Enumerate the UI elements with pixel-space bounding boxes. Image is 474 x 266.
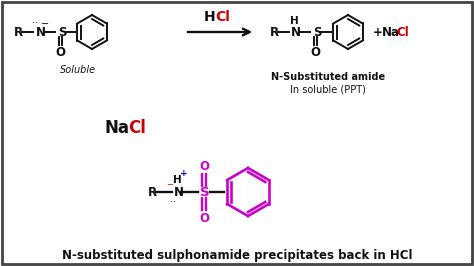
Text: O: O [310, 45, 320, 59]
Text: S: S [313, 26, 321, 39]
Text: Cl: Cl [128, 119, 146, 137]
Text: N-substituted sulphonamide precipitates back in HCl: N-substituted sulphonamide precipitates … [62, 250, 412, 263]
Text: R: R [14, 26, 23, 39]
Text: O: O [199, 160, 209, 172]
Text: N: N [36, 26, 46, 39]
Text: R: R [270, 26, 279, 39]
Text: −: − [166, 181, 173, 189]
Text: N: N [291, 26, 301, 39]
Text: H: H [290, 16, 298, 26]
Text: Soluble: Soluble [60, 65, 96, 75]
Text: Na: Na [382, 26, 400, 39]
Text: O: O [199, 213, 209, 226]
Text: H: H [203, 10, 215, 24]
Text: S: S [58, 26, 66, 39]
Text: +: + [373, 26, 383, 39]
Text: +: + [180, 169, 188, 178]
Text: N-Substituted amide: N-Substituted amide [271, 72, 385, 82]
Text: −: − [41, 19, 49, 29]
Text: N: N [174, 185, 184, 198]
Text: R: R [148, 185, 157, 198]
Text: Cl: Cl [396, 26, 409, 39]
Text: Na: Na [105, 119, 130, 137]
Text: S: S [200, 185, 210, 198]
Text: ··: ·· [170, 197, 176, 207]
Text: Cl: Cl [215, 10, 230, 24]
Text: In soluble (PPT): In soluble (PPT) [290, 84, 366, 94]
Text: O: O [55, 45, 65, 59]
Text: H: H [173, 175, 182, 185]
Text: ··: ·· [32, 18, 38, 28]
